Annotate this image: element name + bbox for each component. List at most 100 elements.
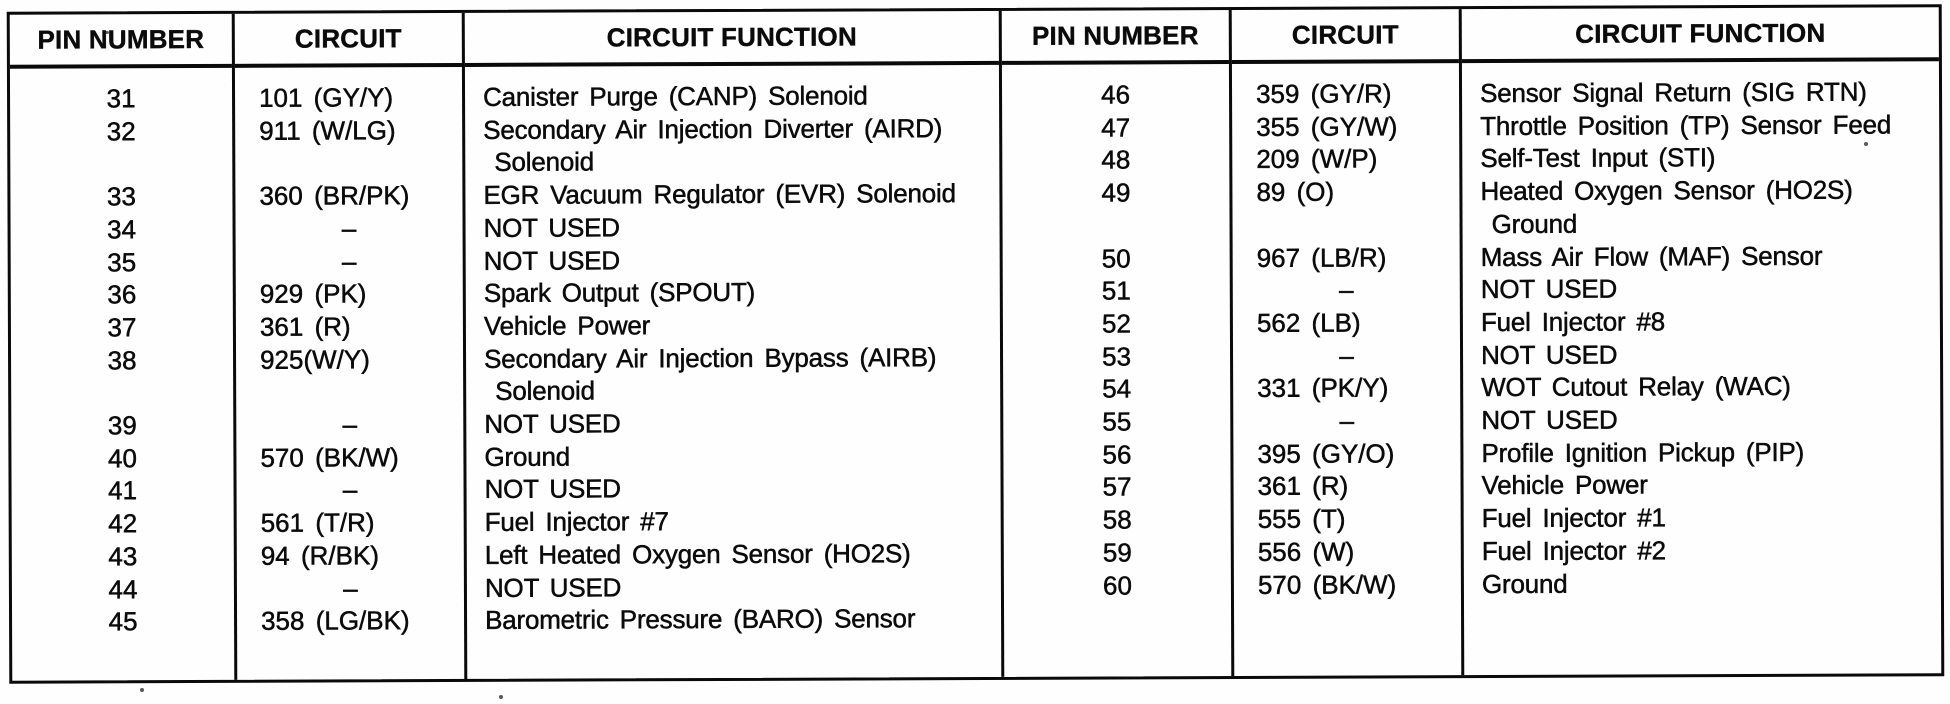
cell-circuit: –	[343, 572, 358, 604]
cell-pin: 39	[107, 410, 138, 441]
cell-circuit: 359 (GY/R)	[1255, 78, 1392, 109]
cell-fn: Solenoid	[483, 146, 594, 178]
cell-fn: Canister Purge (CANP) Solenoid	[482, 80, 868, 112]
cell-pin: 55	[1102, 406, 1132, 437]
cell-pin	[10, 147, 232, 181]
left-circuit-header: CIRCUIT	[234, 12, 462, 68]
cell-circuit: –	[1339, 340, 1354, 371]
cell-pin: 35	[107, 246, 137, 277]
cell-circuit: –	[1339, 405, 1355, 436]
left-circuit-function-header: CIRCUIT FUNCTION	[464, 10, 999, 67]
cell-fn: NOT USED	[1481, 404, 1618, 436]
cell-fn: Sensor Signal Return (SIG RTN)	[1479, 76, 1867, 109]
cell-pin: 45	[108, 606, 138, 637]
cell-pin: 38	[107, 344, 137, 376]
cell-pin: 31	[106, 83, 136, 114]
cell-fn: Self-Test Input (STI)	[1480, 142, 1716, 174]
cell-pin: 36	[107, 279, 137, 310]
cell-circuit: 94 (R/BK)	[260, 540, 380, 571]
scan-speck	[105, 31, 109, 34]
right-circuit-function-column: CIRCUIT FUNCTION Sensor Signal Return (S…	[1458, 7, 1942, 676]
cell-pin: 32	[106, 115, 136, 147]
cell-pin: 33	[106, 181, 137, 212]
cell-fn: Ground	[484, 441, 571, 472]
cell-fn: Fuel Injector #1	[1481, 502, 1666, 534]
cell-pin: 54	[1102, 373, 1132, 404]
cell-circuit: 555 (T)	[1257, 503, 1346, 535]
left-circuit-column: CIRCUIT 101 (GY/Y) 911 (W/LG) 360 (BR/PK)…	[231, 12, 465, 680]
cell-fn: Throttle Position (TP) Sensor Feed	[1480, 109, 1892, 141]
scan-speck	[140, 688, 144, 692]
cell-fn: Barometric Pressure (BARO) Sensor	[484, 603, 916, 636]
cell-pin: 37	[107, 312, 137, 343]
cell-pin: 58	[1102, 504, 1132, 535]
right-circuit-column: CIRCUIT 359 (GY/R) 355 (GY/W) 209 (W/P) 89 …	[1228, 9, 1462, 677]
cell-circuit: 358 (LG/BK)	[261, 605, 410, 636]
scan-speck	[1864, 142, 1868, 146]
cell-pin: 34	[107, 214, 137, 245]
cell-pin: 50	[1101, 242, 1131, 274]
cell-circuit: 911 (W/LG)	[259, 114, 396, 146]
right-pin-number-column: PIN NUMBER 46 47 48 49 50 51 52 53 54 55 56 57 58 59…	[998, 10, 1232, 677]
left-circuit-cells: 101 (GY/Y) 911 (W/LG) 360 (BR/PK) – –929 (P…	[235, 67, 464, 680]
cell-fn: Secondary Air Injection Diverter (AIRD)	[483, 112, 943, 145]
cell-circuit: 570 (BK/W)	[1257, 568, 1397, 600]
cell-circuit: –	[341, 213, 357, 244]
cell-fn: Ground	[1480, 208, 1578, 239]
cell-fn: Vehicle Power	[1481, 469, 1648, 501]
cell-fn: NOT USED	[1480, 339, 1618, 370]
cell-circuit: 562 (LB)	[1256, 307, 1361, 338]
cell-fn: Mass Air Flow (MAF) Sensor	[1480, 240, 1823, 272]
cell-pin: 48	[1101, 144, 1131, 176]
cell-pin: 47	[1101, 112, 1131, 143]
cell-circuit: 360 (BR/PK)	[259, 180, 410, 211]
right-circuit-function-cells: Sensor Signal Return (SIG RTN) Throttle P…	[1462, 61, 1941, 675]
cell-fn: NOT USED	[483, 212, 620, 243]
cell-circuit: 355 (GY/W)	[1256, 111, 1398, 142]
cell-pin	[1002, 209, 1229, 243]
cell-pin: 41	[108, 475, 138, 506]
cell-pin: 49	[1101, 177, 1131, 208]
cell-circuit: 925(W/Y)	[259, 343, 370, 375]
cell-fn: Profile Ignition Pickup (PIP)	[1481, 436, 1805, 468]
cell-fn: NOT USED	[484, 571, 622, 603]
cell-circuit: 556 (W)	[1257, 536, 1355, 567]
cell-circuit: 361 (R)	[1257, 471, 1349, 502]
cell-pin: 40	[107, 442, 138, 474]
cell-circuit: 967 (LB/R)	[1256, 241, 1387, 273]
cell-circuit: –	[342, 409, 358, 440]
right-pin-number-cells: 46 47 48 49 50 51 52 53 54 55 56 57 58 59 60	[1002, 64, 1231, 677]
cell-pin: 57	[1102, 471, 1132, 503]
cell-pin: 46	[1101, 79, 1131, 110]
cell-circuit: 570 (BK/W)	[260, 441, 399, 473]
cell-pin: 44	[108, 573, 138, 605]
left-pin-number-cells: 31 32 33 34 35 36 37 38 39 40 41 42 43 44 45	[10, 68, 234, 681]
cell-circuit: –	[342, 474, 358, 506]
cell-fn: Fuel Injector #2	[1481, 535, 1666, 566]
cell-circuit: 395 (GY/O)	[1257, 438, 1395, 469]
cell-circuit: 361 (R)	[259, 311, 351, 342]
pinout-table: PIN NUMBER 31 32 33 34 35 36 37 38 39 40 41 42 43 4…	[6, 4, 1945, 684]
cell-fn: Vehicle Power	[483, 310, 651, 341]
cell-fn: Ground	[1481, 568, 1568, 599]
cell-pin: 53	[1102, 341, 1132, 372]
cell-fn: NOT USED	[1480, 273, 1618, 305]
cell-pin: 52	[1101, 308, 1132, 339]
right-circuit-header: CIRCUIT	[1231, 9, 1459, 65]
cell-pin: 59	[1102, 537, 1133, 568]
cell-circuit: 101 (GY/Y)	[258, 82, 394, 113]
cell-fn: Fuel Injector #7	[484, 506, 669, 538]
cell-pin: 51	[1101, 275, 1132, 306]
cell-circuit: –	[1339, 274, 1354, 306]
cell-fn: Left Heated Oxygen Sensor (HO2S)	[484, 538, 911, 570]
cell-fn: NOT USED	[484, 408, 621, 439]
cell-pin: 60	[1102, 569, 1133, 601]
right-circuit-cells: 359 (GY/R) 355 (GY/W) 209 (W/P) 89 (O) 967 …	[1232, 63, 1461, 676]
cell-circuit: 89 (O)	[1256, 176, 1335, 208]
cell-circuit: 561 (T/R)	[260, 507, 375, 538]
left-pin-number-column: PIN NUMBER 31 32 33 34 35 36 37 38 39 40 41 42 43 4…	[9, 13, 235, 681]
right-circuit-function-header: CIRCUIT FUNCTION	[1461, 7, 1939, 64]
cell-fn: Heated Oxygen Sensor (HO2S)	[1480, 174, 1853, 207]
cell-circuit: 331 (PK/Y)	[1257, 372, 1389, 404]
